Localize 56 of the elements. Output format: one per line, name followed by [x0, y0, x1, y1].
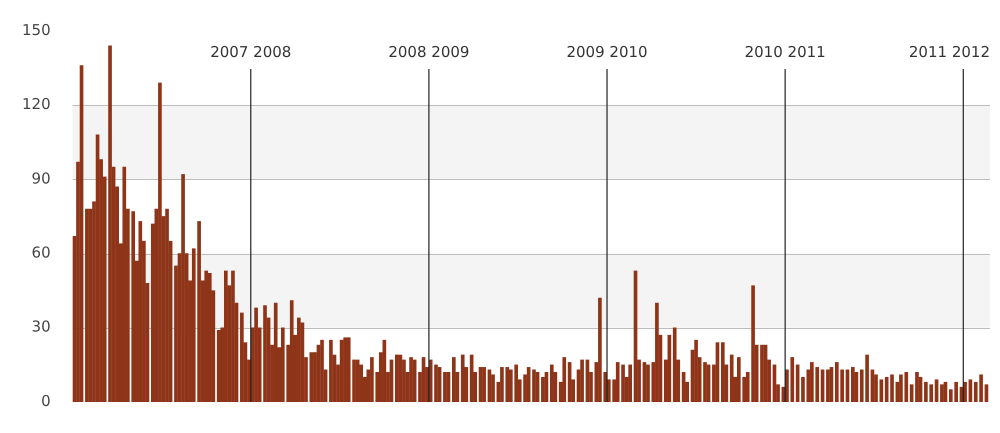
bar: [810, 362, 814, 402]
bar: [382, 340, 386, 402]
bar: [668, 334, 672, 402]
bar: [398, 354, 402, 402]
bar: [568, 362, 572, 402]
y-tick-label: 90: [32, 169, 51, 188]
bar: [672, 327, 677, 402]
bar: [340, 340, 344, 402]
bar: [138, 221, 142, 402]
bar: [746, 372, 750, 402]
bar: [370, 357, 374, 402]
bar: [165, 208, 169, 402]
bar: [514, 364, 518, 402]
bar: [181, 174, 185, 402]
ref-line-label: 2011 2012: [908, 42, 990, 61]
bar: [320, 340, 324, 402]
y-tick-label: 0: [41, 392, 51, 410]
bar: [231, 270, 235, 402]
bar: [208, 273, 212, 402]
bar: [204, 270, 208, 402]
bar: [192, 248, 196, 402]
bar: [751, 285, 755, 402]
bar: [764, 344, 768, 402]
ref-line-label: 2009 2010: [566, 42, 648, 61]
y-tick-label: 150: [22, 20, 51, 39]
bar: [460, 354, 465, 402]
bar: [470, 354, 474, 402]
bar: [509, 370, 513, 402]
bar: [280, 327, 285, 402]
bar: [409, 357, 413, 402]
bar: [274, 302, 278, 402]
bar: [131, 211, 136, 402]
bar: [860, 370, 864, 402]
y-tick-label: 30: [32, 318, 51, 336]
bar: [216, 330, 221, 402]
bar: [655, 302, 659, 402]
bar: [790, 357, 794, 402]
bar: [122, 166, 126, 402]
ref-line-label: 2010 2011: [744, 42, 826, 61]
y-tick-label: 60: [32, 243, 51, 262]
bar: [730, 354, 734, 402]
ref-line-label: 2007 2008: [210, 42, 292, 61]
ref-line-label: 2008 2009: [388, 42, 470, 61]
bar: [598, 298, 602, 402]
bar: [682, 372, 686, 402]
bar: [974, 382, 978, 402]
bar: [96, 134, 100, 402]
bar: [224, 270, 228, 402]
bar: [737, 357, 741, 402]
bar: [422, 357, 426, 402]
bar: [158, 82, 162, 402]
y-tick-label: 120: [22, 95, 51, 114]
bar: [290, 300, 294, 402]
bar: [197, 221, 201, 402]
bar: [562, 357, 566, 402]
bar: [694, 340, 698, 402]
